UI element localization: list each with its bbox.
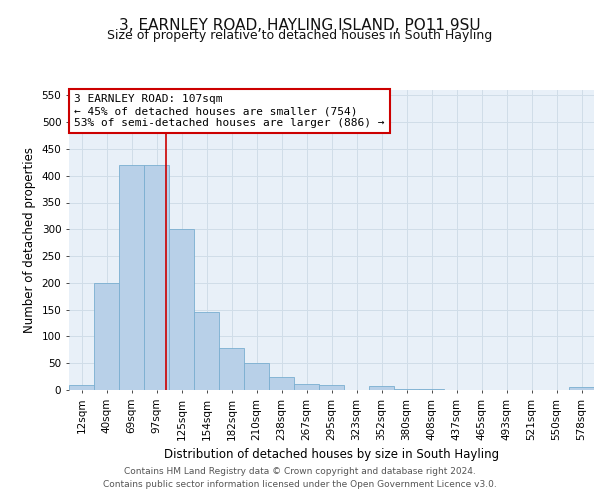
Text: Contains HM Land Registry data © Crown copyright and database right 2024.: Contains HM Land Registry data © Crown c… <box>124 467 476 476</box>
Y-axis label: Number of detached properties: Number of detached properties <box>23 147 36 333</box>
Bar <box>194 312 219 390</box>
Bar <box>119 165 144 390</box>
Bar <box>244 363 269 390</box>
Bar <box>369 386 394 390</box>
Bar <box>169 230 194 390</box>
X-axis label: Distribution of detached houses by size in South Hayling: Distribution of detached houses by size … <box>164 448 499 461</box>
Bar <box>69 384 94 390</box>
Bar <box>219 348 244 390</box>
Text: Contains public sector information licensed under the Open Government Licence v3: Contains public sector information licen… <box>103 480 497 489</box>
Bar <box>94 283 119 390</box>
Bar <box>569 388 594 390</box>
Text: 3, EARNLEY ROAD, HAYLING ISLAND, PO11 9SU: 3, EARNLEY ROAD, HAYLING ISLAND, PO11 9S… <box>119 18 481 32</box>
Bar <box>144 165 169 390</box>
Bar <box>319 384 344 390</box>
Bar <box>394 389 419 390</box>
Text: 3 EARNLEY ROAD: 107sqm
← 45% of detached houses are smaller (754)
53% of semi-de: 3 EARNLEY ROAD: 107sqm ← 45% of detached… <box>74 94 385 128</box>
Bar <box>269 376 294 390</box>
Bar <box>294 384 319 390</box>
Text: Size of property relative to detached houses in South Hayling: Size of property relative to detached ho… <box>107 29 493 42</box>
Bar <box>419 389 444 390</box>
